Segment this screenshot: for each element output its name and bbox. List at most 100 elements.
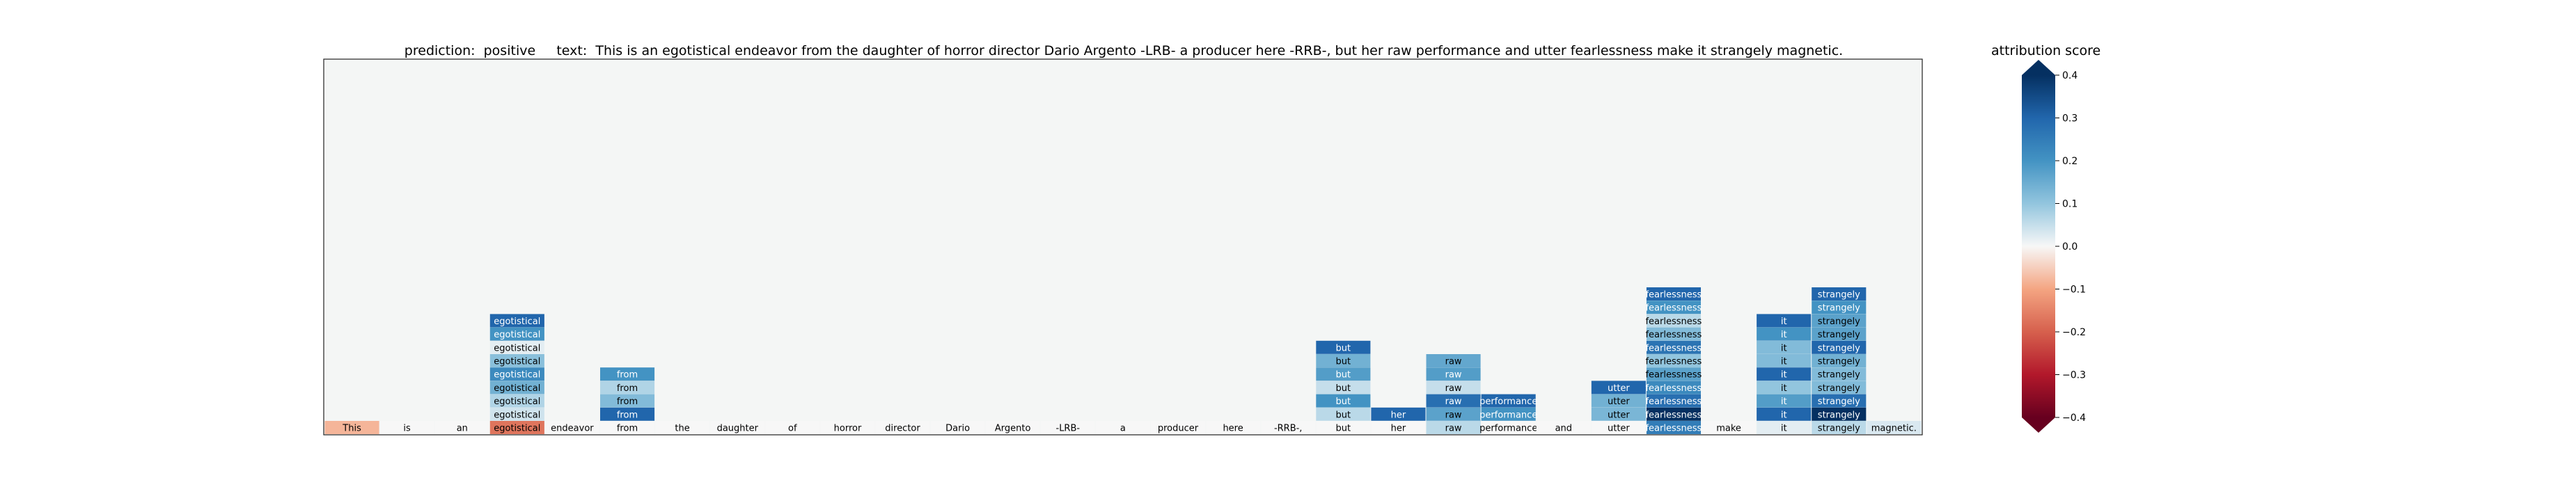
stacked-cell-label: egotistical <box>494 397 540 407</box>
token-cell-label: an <box>457 424 468 434</box>
stacked-cell-label: it <box>1781 357 1787 367</box>
stacked-cell-rect <box>1646 394 1701 408</box>
stacked-cell: strangely <box>1812 354 1867 367</box>
text-value: This is an egotistical endeavor from the… <box>595 43 1844 58</box>
stacked-cell: raw <box>1426 407 1481 421</box>
stacked-cell-rect <box>1757 314 1812 328</box>
colorbar-ticks: 0.4 0.3 0.2 0.1 0.0 −0.1 −0.2 −0.3 −0.4 <box>2055 70 2086 424</box>
stacked-cell: strangely <box>1812 301 1867 314</box>
stacked-cell-rect <box>489 381 544 394</box>
token-cell-rect <box>765 421 820 434</box>
stacked-cell-label: fearlessness <box>1645 290 1702 301</box>
token-cell-label: but <box>1336 424 1351 434</box>
stacked-cell-rect <box>1481 394 1536 408</box>
stacked-cell-rect <box>1591 381 1646 394</box>
stacked-cell-rect <box>600 367 655 381</box>
stacked-cell: strangely <box>1812 314 1867 328</box>
token-cell-rect <box>875 421 930 434</box>
token-cell-rect <box>1206 421 1261 434</box>
stacked-cell: egotistical <box>489 381 544 394</box>
stacked-cell: fearlessness <box>1645 354 1702 367</box>
stacked-cell-rect <box>600 394 655 408</box>
stacked-cell-rect <box>1316 394 1371 408</box>
token-cell-label: raw <box>1445 424 1462 434</box>
token-cell-label: director <box>885 424 920 434</box>
stacked-cell-label: utter <box>1608 410 1630 420</box>
text-label: text: <box>556 43 588 58</box>
stacked-cell-rect <box>1646 340 1701 354</box>
stacked-cell-rect <box>1316 354 1371 367</box>
stacked-cell: from <box>600 367 655 381</box>
token-cell-rect <box>600 421 655 434</box>
stacked-cell: strangely <box>1812 287 1867 301</box>
stacked-cell-rect <box>1646 301 1701 314</box>
stacked-cell-label: strangely <box>1818 357 1860 367</box>
token-cell-label: it <box>1781 424 1787 434</box>
stacked-cell-rect <box>1812 314 1867 328</box>
token-cell-rect <box>1591 421 1646 434</box>
stacked-cell: it <box>1757 394 1812 408</box>
stacked-cell-label: strangely <box>1818 290 1860 301</box>
token-cell: director <box>875 421 930 434</box>
stacked-cell: fearlessness <box>1645 381 1702 394</box>
stacked-cell-rect <box>1812 287 1867 301</box>
stacked-cell-label: from <box>617 370 638 381</box>
token-cell-label: her <box>1391 424 1406 434</box>
stacked-cell-rect <box>1591 394 1646 408</box>
colorbar-tick-label: −0.3 <box>2062 370 2086 381</box>
stacked-cell: but <box>1316 340 1371 354</box>
stacked-cell: but <box>1316 367 1371 381</box>
stacked-cell: raw <box>1426 354 1481 367</box>
token-cell: of <box>765 421 820 434</box>
stacked-cell: but <box>1316 407 1371 421</box>
stacked-cell-label: it <box>1781 330 1787 340</box>
stacked-cell-label: egotistical <box>494 370 540 381</box>
stacked-cell-rect <box>1481 407 1536 421</box>
token-cell-rect <box>1151 421 1206 434</box>
colorbar-tick-label: 0.3 <box>2062 113 2078 125</box>
token-cell: -RRB-, <box>1261 421 1316 434</box>
stacked-cell-label: strangely <box>1818 303 1860 314</box>
stacked-cell-rect <box>489 314 544 328</box>
stacked-cell: fearlessness <box>1645 314 1702 328</box>
token-cell-rect <box>1095 421 1150 434</box>
token-cell-rect <box>1536 421 1591 434</box>
stacked-cell-label: raw <box>1445 410 1462 420</box>
stacked-cell: strangely <box>1812 381 1867 394</box>
token-cell-label: Dario <box>945 424 970 434</box>
stacked-cell-label: raw <box>1445 357 1462 367</box>
token-cell-label: make <box>1716 424 1741 434</box>
colorbar-tick-label: −0.2 <box>2062 327 2086 338</box>
stacked-cell: from <box>600 394 655 408</box>
stacked-cell-label: egotistical <box>494 410 540 420</box>
stacked-cell-label: egotistical <box>494 317 540 327</box>
stacked-cell-label: fearlessness <box>1645 343 1702 353</box>
token-cell-rect <box>489 421 544 434</box>
token-cell-rect <box>1040 421 1095 434</box>
stacked-cell: strangely <box>1812 394 1867 408</box>
stacked-cell: it <box>1757 327 1812 341</box>
stacked-cell-rect <box>489 394 544 408</box>
stacked-cell: fearlessness <box>1645 301 1702 314</box>
colorbar-tick-label: 0.2 <box>2062 156 2078 167</box>
token-cell: a <box>1095 421 1150 434</box>
stacked-cell-rect <box>1646 354 1701 367</box>
stacked-cell: it <box>1757 354 1812 367</box>
token-cell-label: the <box>675 424 689 434</box>
token-cell-label: here <box>1223 424 1243 434</box>
colorbar-tick-label: −0.4 <box>2062 413 2086 424</box>
token-cell: her <box>1371 421 1426 434</box>
stacked-cell-rect <box>1426 354 1481 367</box>
stacked-cell-rect <box>1646 367 1701 381</box>
stacked-cell-rect <box>1426 394 1481 408</box>
stacked-cell-rect <box>1371 407 1426 421</box>
token-cell-rect <box>1426 421 1481 434</box>
token-cell: from <box>600 421 655 434</box>
stacked-cell-rect <box>1757 327 1812 341</box>
token-cell-label: from <box>617 424 638 434</box>
stacked-cell-label: performance <box>1479 397 1537 407</box>
token-cell-label: is <box>403 424 411 434</box>
stacked-cell-label: strangely <box>1818 343 1860 353</box>
token-cell: make <box>1702 421 1757 434</box>
stacked-cell-label: strangely <box>1818 397 1860 407</box>
